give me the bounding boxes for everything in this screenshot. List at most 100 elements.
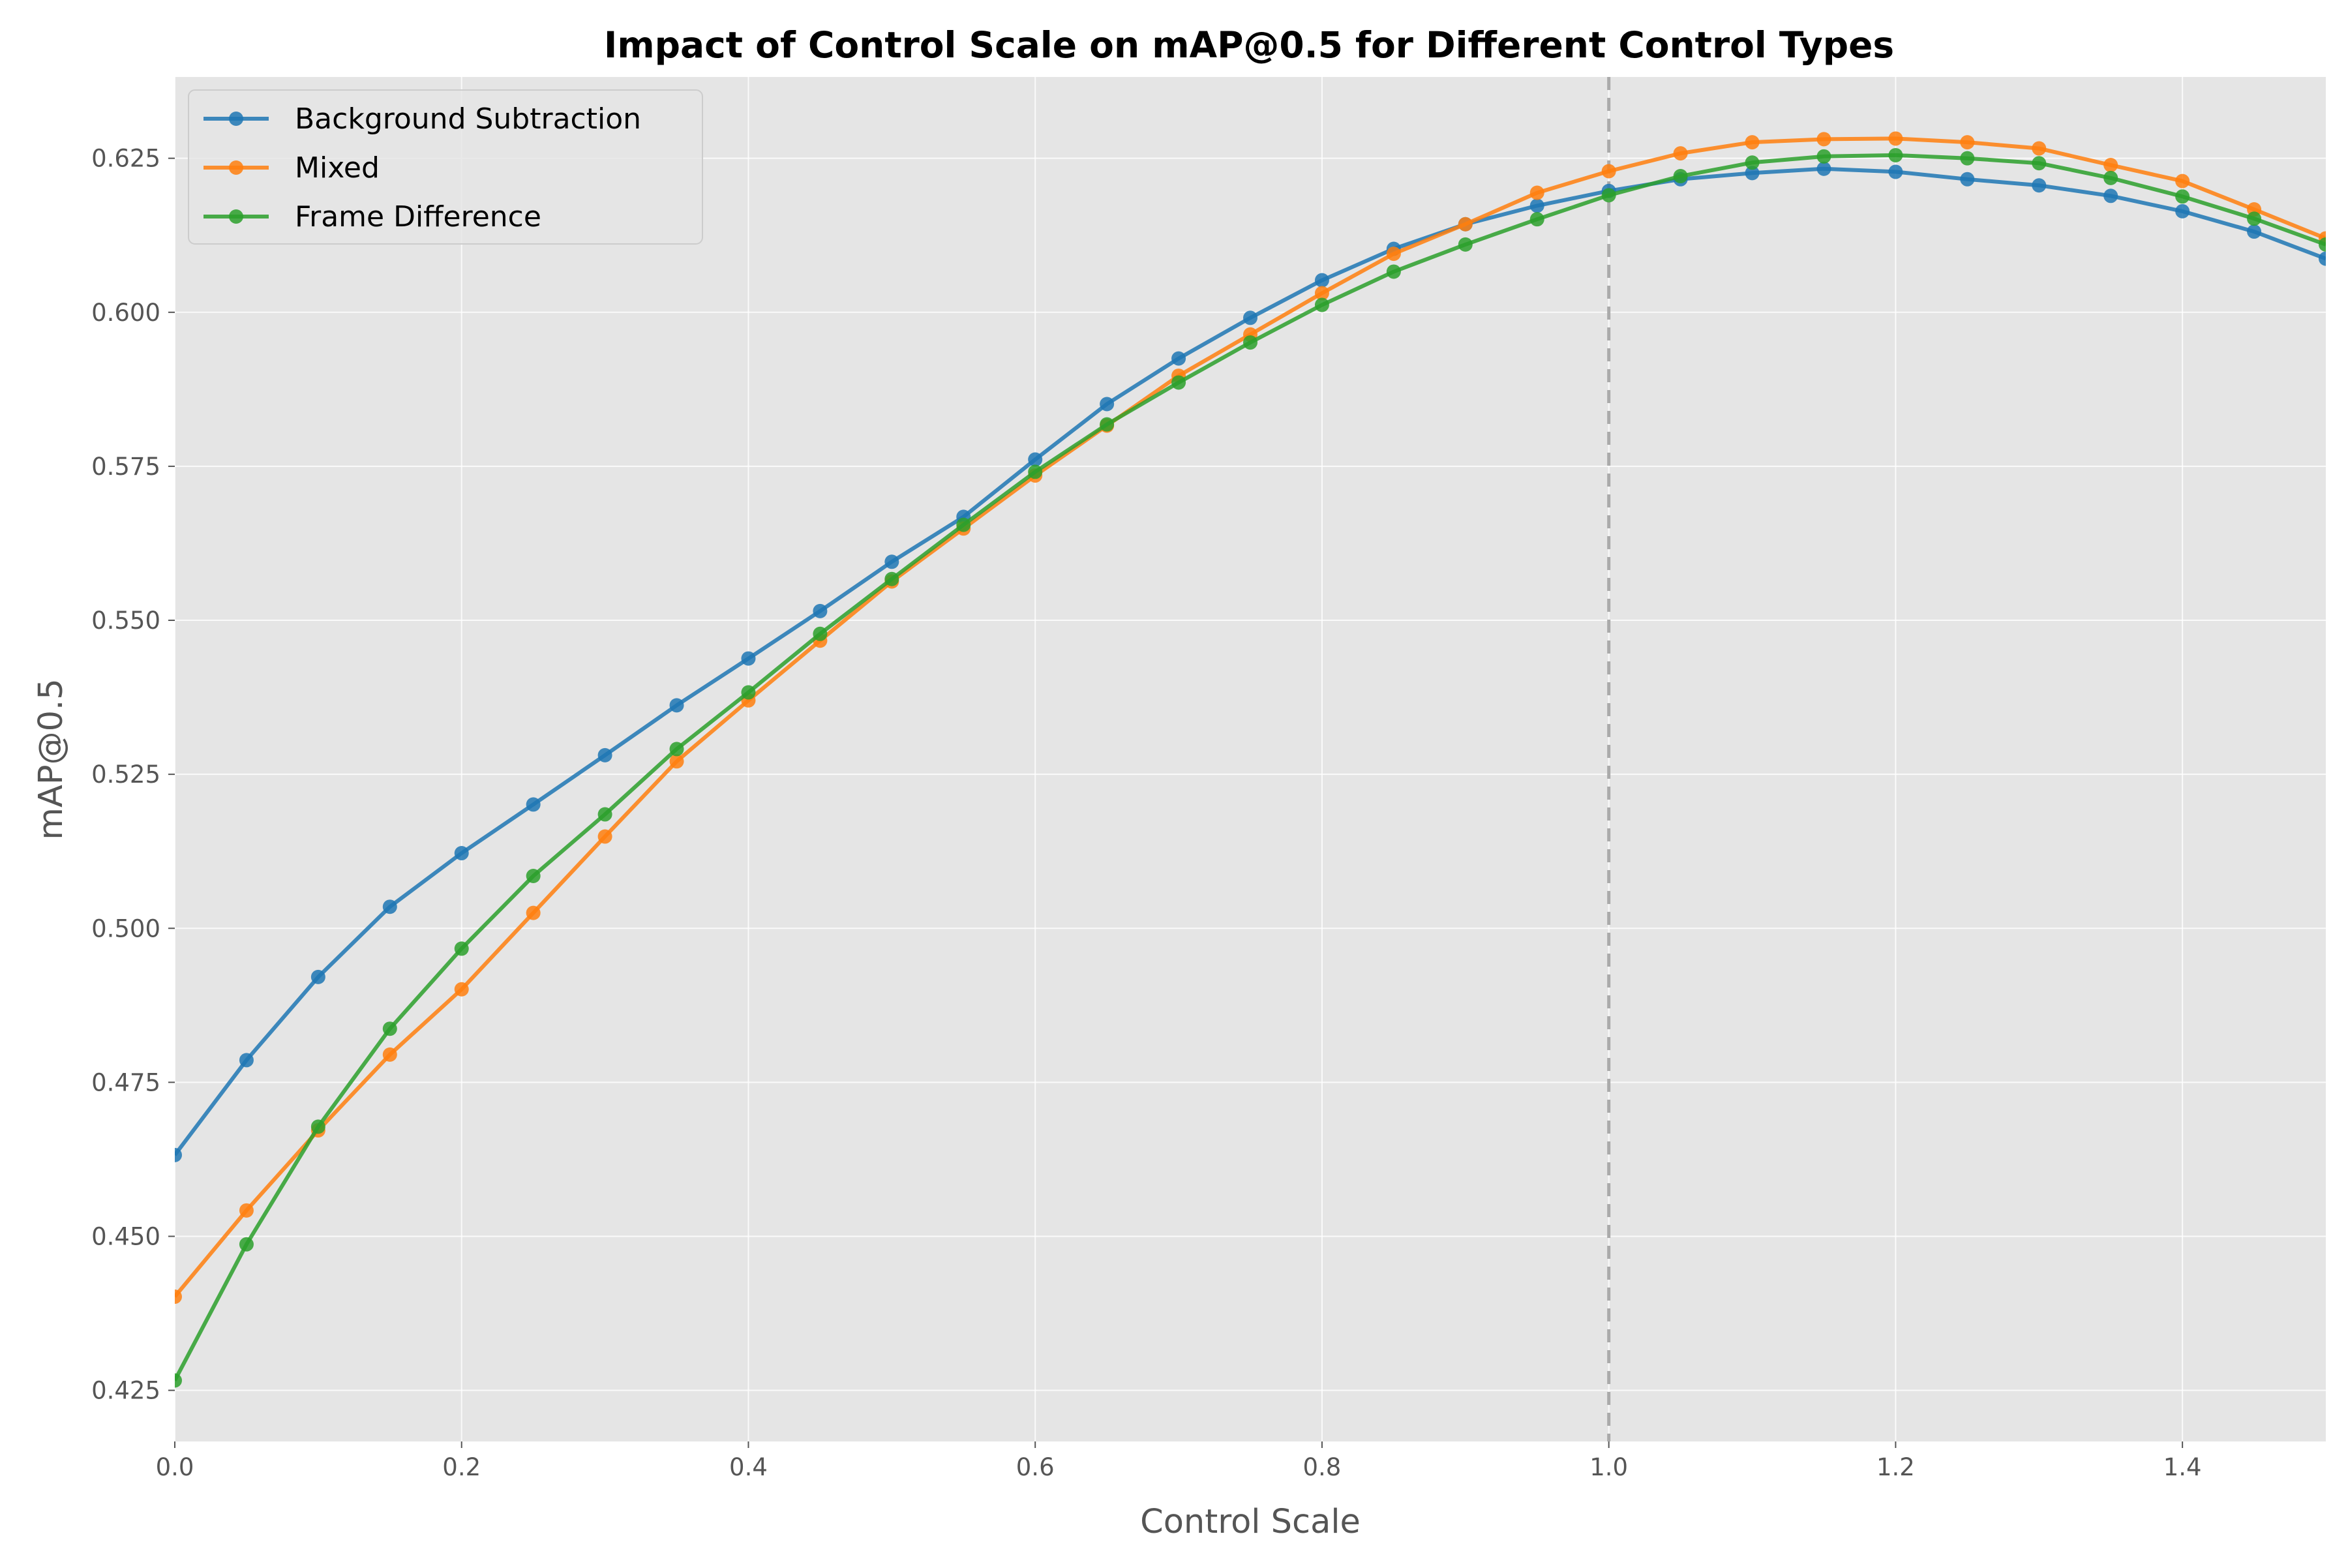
x-tick-label: 0.0 [156,1453,194,1481]
data-point [526,905,541,920]
data-point [239,1237,254,1252]
data-point [669,698,684,713]
y-tick-label: 0.500 [91,914,160,942]
data-point [1028,452,1043,467]
data-point [2032,141,2047,156]
data-point [669,742,684,757]
data-point [741,685,756,700]
x-tick-label: 0.6 [1016,1453,1055,1481]
data-point [239,1203,254,1218]
y-axis-label: mAP@0.5 [32,678,70,839]
data-point [1458,237,1473,252]
data-point [1960,151,1975,166]
data-point [1816,161,1831,176]
data-point [1100,417,1115,432]
y-tick-label: 0.475 [91,1068,160,1096]
data-point [1243,335,1257,350]
data-point [1601,188,1616,203]
data-point [813,603,828,618]
y-tick-label: 0.550 [91,607,160,635]
data-point [1100,397,1115,412]
y-tick-label: 0.575 [91,453,160,481]
data-point [669,754,684,769]
y-tick-label: 0.525 [91,761,160,789]
data-point [2247,224,2262,239]
data-point [1673,146,1688,161]
data-point [2247,211,2262,226]
legend-label: Background Subtraction [295,102,641,136]
data-point [597,829,612,844]
legend-box [188,89,703,245]
data-point [1745,135,1760,150]
x-tick-label: 1.4 [2163,1453,2202,1481]
chart-title: Impact of Control Scale on mAP@0.5 for D… [604,24,1894,66]
data-point [1960,172,1975,187]
data-point [310,969,325,984]
legend: Background Subtraction Mixed Frame Differe… [188,89,703,245]
data-point [2032,178,2047,193]
data-point [175,1147,182,1162]
data-point [597,747,612,762]
data-point [1529,212,1544,227]
data-point [2319,237,2326,252]
x-axis-ticks: 0.0 0.2 0.4 0.6 0.8 1.0 1.2 1.4 [156,1441,2202,1481]
data-point [382,1047,397,1062]
series-layer [175,131,2326,1388]
plot-area [175,77,2326,1441]
x-tick-label: 0.8 [1303,1453,1342,1481]
data-point [1745,155,1760,170]
legend-label: Mixed [295,151,380,185]
data-point [1745,166,1760,181]
y-tick-label: 0.425 [91,1377,160,1405]
data-point [2175,173,2190,188]
data-point [382,899,397,914]
data-point [884,571,899,586]
y-axis-ticks: 0.425 0.450 0.475 0.500 0.525 0.550 0.575 0.600… [91,145,175,1405]
legend-label: Frame Difference [295,200,541,234]
y-tick-label: 0.450 [91,1222,160,1250]
legend-marker [229,160,243,175]
x-tick-label: 0.4 [729,1453,768,1481]
data-point [741,651,756,666]
data-point [1529,185,1544,200]
data-point [884,554,899,569]
data-point [1028,464,1043,479]
data-point [1888,164,1903,179]
data-point [1888,147,1903,162]
data-point [1960,135,1975,150]
x-tick-label: 1.0 [1589,1453,1628,1481]
data-point [310,1119,325,1134]
series-3 [175,147,2326,1388]
data-point [175,1289,182,1304]
x-tick-label: 1.2 [1876,1453,1915,1481]
data-point [175,1373,182,1388]
data-point [1601,164,1616,179]
data-point [1314,286,1329,301]
data-point [1816,149,1831,164]
data-point [239,1053,254,1068]
legend-marker [229,209,243,224]
data-point [813,626,828,641]
data-point [1314,297,1329,312]
data-point [1171,351,1186,366]
data-point [1386,264,1401,279]
data-point [2175,189,2190,204]
data-point [454,982,469,997]
data-point [1888,131,1903,146]
y-tick-label: 0.625 [91,145,160,173]
data-point [1386,247,1401,262]
data-point [597,807,612,822]
data-point [2175,204,2190,219]
data-point [1816,132,1831,147]
data-point [454,846,469,861]
data-point [956,517,971,532]
x-tick-label: 0.2 [442,1453,481,1481]
data-point [1673,169,1688,184]
data-point [2319,251,2326,266]
data-point [1243,310,1257,325]
data-point [526,797,541,812]
x-axis-label: Control Scale [1140,1503,1361,1541]
data-point [1458,217,1473,232]
